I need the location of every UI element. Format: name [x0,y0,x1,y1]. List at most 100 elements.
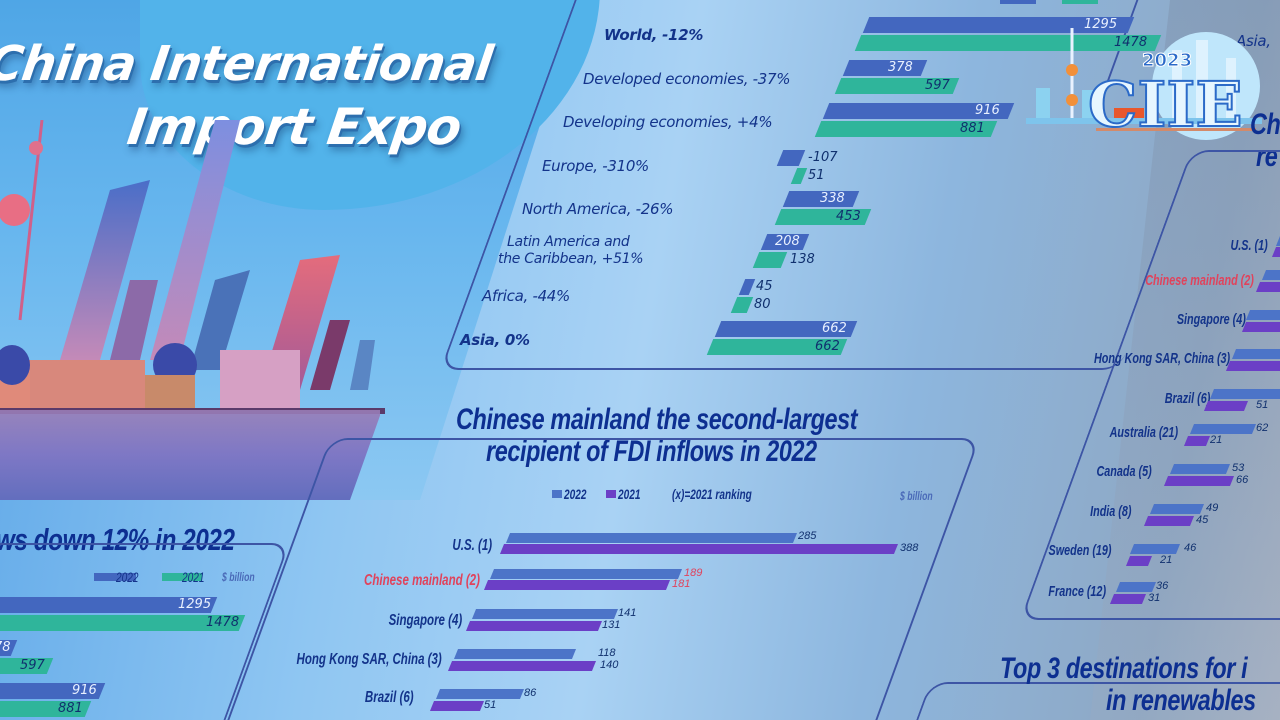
row-label: France (12) [1048,583,1106,600]
bar-value: 189 [684,567,703,579]
bar-2021 [1183,436,1211,446]
bar-value: 662 [822,321,847,336]
legend-2021: 2021 [182,569,205,585]
bar-value: 86 [524,687,537,699]
row-label: North America, -26% [522,200,674,218]
bar-value: 597 [20,658,45,673]
recipients-title-line2: recipient of FDI inflows in 2022 [486,435,817,468]
ciie-2023-logo: 2023 CIIE [1026,28,1262,142]
bar-2022 [842,60,928,76]
bar-value: 141 [618,607,637,619]
bar-2022 [1115,582,1157,592]
bar-2021 [447,661,597,671]
legend-ranking-note: (x)=2021 ranking [672,486,752,502]
bar-value: 916 [72,683,97,698]
bar-value: -107 [808,150,838,165]
water-reflection [0,410,380,500]
bar-value: 51 [484,699,497,711]
bar-value: 78 [0,640,11,655]
row-label-line1: Latin America and [507,234,630,250]
bar-value: 388 [900,542,919,554]
row-label-highlight: Chinese mainland (2) [1145,272,1254,289]
bar-value: 31 [1148,592,1161,604]
bottom-right-title-line2: in renewables [1106,684,1256,717]
bar-value: 53 [1232,462,1245,474]
bar-2022 [1189,424,1257,434]
bar-2021 [483,580,671,590]
bar-value: 662 [815,339,840,354]
legend-swatch-2021 [162,573,202,581]
bar-value: 285 [798,530,817,542]
shanghai-skyline-illustration [0,120,385,414]
bar-value: 45 [1196,514,1209,526]
bar-value: 51 [1256,399,1269,411]
bar-2021 [1109,594,1147,604]
legend-swatch-2022 [1000,0,1036,4]
row-label: World, -12% [604,26,704,44]
bar-2021 [499,544,899,554]
legend-2021: 2021 [618,486,641,502]
bar-value: 131 [602,619,621,631]
legend-swatch-2022 [552,490,562,498]
row-label: Singapore (4) [1176,311,1246,328]
hero-title-line1: China International [0,36,496,92]
bar-value: 51 [808,168,825,183]
bar-value: 62 [1256,422,1269,434]
bar-value: 181 [672,578,691,590]
bar-value: 36 [1156,580,1169,592]
bar-value: 21 [1160,554,1173,566]
row-label: Brazil (6) [365,689,414,706]
right-panel-title-partial-1: Chin [1250,108,1280,141]
row-label: U.S. (1) [1230,237,1268,254]
legend-2022: 2022 [564,486,587,502]
bar-2022 [1261,270,1280,280]
legend-swatch-2021 [1062,0,1098,4]
recipients-title-line1: Chinese mainland the second-largest [456,403,858,436]
bar-value: 21 [1210,434,1223,446]
bar-2022 [1169,464,1231,474]
bar-2022 [471,609,619,619]
bar-value: 140 [600,659,619,671]
legend-unit: $ billion [222,570,255,584]
bar-value: 378 [888,60,913,75]
bar-2022 [1209,389,1280,399]
bar-value: 138 [790,252,815,267]
bar-value: 66 [1236,474,1249,486]
bar-2022 [1149,504,1205,514]
bar-value: 49 [1206,502,1219,514]
bar-value: 1478 [1114,35,1148,50]
row-label: Singapore (4) [388,612,462,629]
row-label-highlight: Chinese mainland (2) [364,572,480,589]
bar-2022 [1129,544,1181,554]
row-label: Australia (21) [1109,424,1178,441]
row-label: Asia, 0% [460,331,530,349]
bar-value: 80 [754,297,771,312]
row-label: Hong Kong SAR, China (3) [296,651,442,668]
bar-value: 916 [975,103,1000,118]
bar-2022 [435,689,525,699]
bar-value: 1478 [206,615,240,630]
bar-value: 1295 [178,597,212,612]
row-label: Developed economies, -37% [583,70,791,88]
legend-swatch-2022 [94,573,136,581]
bar-value: 881 [960,121,985,136]
bottom-right-title-line1: Top 3 destinations for i [1000,652,1248,685]
bar-value: 338 [820,191,845,206]
bar-2021 [429,701,485,711]
bar-2022 [1231,349,1280,359]
bar-2022 [505,533,798,543]
row-label: Sweden (19) [1048,542,1112,559]
legend-swatch-2021 [606,490,616,498]
right-panel-title-partial-2: re [1256,140,1278,173]
row-label: Hong Kong SAR, China (3) [1093,350,1230,367]
row-label: Europe, -310% [542,157,650,175]
bar-2021 [465,621,603,631]
bar-value: 597 [925,78,950,93]
logo-year: 2023 [1142,50,1192,71]
row-label: Developing economies, +4% [563,113,773,131]
bar-value: 45 [756,279,773,294]
bar-2022 [1245,310,1280,320]
legend-2022: 2022 [116,569,139,585]
bar-2021 [1143,516,1195,526]
row-label: Africa, -44% [482,287,571,305]
